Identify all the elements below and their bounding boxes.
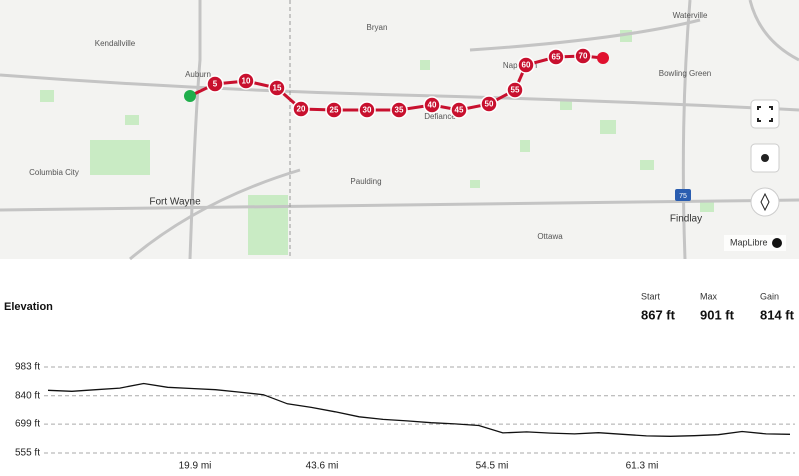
route-marker-label: 45 <box>455 106 464 115</box>
stat-label: Gain <box>760 291 779 301</box>
place: Columbia City <box>29 168 79 177</box>
route-marker-label: 60 <box>522 61 531 70</box>
stat-value: 867 ft <box>641 307 676 322</box>
map-bg <box>0 0 799 259</box>
place: Bowling Green <box>659 69 711 78</box>
elevation-line <box>47 382 791 437</box>
route-marker <box>574 47 592 65</box>
route-marker <box>292 100 310 118</box>
route-marker-label: 25 <box>330 106 339 115</box>
y-tick-label: 555 ft <box>15 448 40 459</box>
route-marker <box>268 79 286 97</box>
route-marker <box>325 101 343 119</box>
x-tick-label: 19.9 mi <box>179 461 212 472</box>
route-marker-label: 20 <box>297 105 306 114</box>
place: Ottawa <box>537 232 563 241</box>
highway-label: 75 <box>679 193 687 200</box>
place: Bryan <box>367 23 388 32</box>
route-marker-label: 50 <box>485 100 494 109</box>
place: Auburn <box>185 70 211 79</box>
map-controls <box>750 99 780 217</box>
place: Findlay <box>670 214 702 225</box>
route-marker <box>480 95 498 113</box>
x-tick-label: 61.3 mi <box>626 461 659 472</box>
route-marker-label: 15 <box>273 84 282 93</box>
stat-label: Start <box>641 291 661 301</box>
fullscreen-button[interactable] <box>750 99 780 129</box>
y-tick-label: 699 ft <box>15 419 40 430</box>
place: Paulding <box>350 177 381 186</box>
y-tick-label: 840 ft <box>15 390 40 401</box>
route-marker-label: 70 <box>579 52 588 61</box>
place: Kendallville <box>95 39 136 48</box>
roads <box>0 0 799 261</box>
locate-icon <box>761 154 769 162</box>
parks <box>40 30 714 255</box>
stat-label: Max <box>700 291 718 301</box>
attribution[interactable]: MapLibre <box>730 237 768 247</box>
x-tick-label: 54.5 mi <box>476 461 509 472</box>
route-marker <box>423 96 441 114</box>
route-marker-label: 65 <box>552 53 561 62</box>
info-icon[interactable] <box>772 238 782 248</box>
place: Waterville <box>673 11 708 20</box>
highway-shield <box>675 189 691 201</box>
stat-value: 901 ft <box>700 307 735 322</box>
route-marker-label: 5 <box>213 80 218 89</box>
attribution-bg <box>724 235 786 251</box>
route-marker <box>450 101 468 119</box>
route-marker <box>390 101 408 119</box>
route-marker-label: 40 <box>428 101 437 110</box>
route-marker-label: 10 <box>242 77 251 86</box>
route-line <box>189 54 604 112</box>
route-marker <box>547 48 565 66</box>
place: Fort Wayne <box>149 197 201 208</box>
compass-button[interactable] <box>750 187 780 217</box>
route-marker-label: 55 <box>511 86 520 95</box>
route-marker <box>237 72 255 90</box>
route-marker-label: 35 <box>395 106 404 115</box>
route-marker <box>206 75 224 93</box>
route-start <box>184 90 196 102</box>
compass-icon <box>760 192 770 212</box>
route-marker <box>358 101 376 119</box>
place: Defiance <box>424 112 456 121</box>
y-tick-label: 983 ft <box>15 362 40 373</box>
route-end <box>597 52 609 64</box>
route-marker <box>517 56 535 74</box>
elevation-title: Elevation <box>4 301 53 313</box>
route-marker-label: 30 <box>363 106 372 115</box>
x-tick-label: 43.6 mi <box>306 461 339 472</box>
route-marker <box>506 81 524 99</box>
stat-value: 814 ft <box>760 307 795 322</box>
fullscreen-icon <box>757 106 773 122</box>
